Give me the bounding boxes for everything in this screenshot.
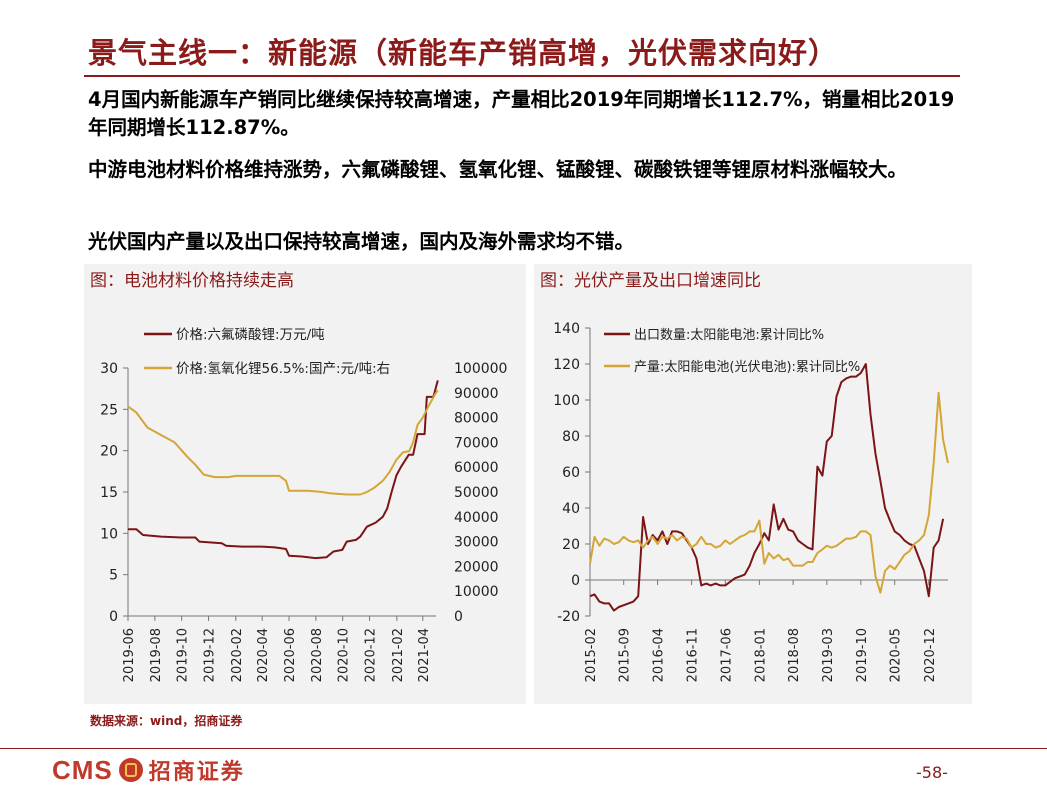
chart-pv-growth: -20 0 20 40 60 80 100 120 140 2015-02 2015-09 2016-… (553, 321, 949, 682)
chart-panel-pv: 图：光伏产量及出口增速同比 -20 0 20 40 60 80 100 120 140 2015-… (534, 264, 972, 704)
x-tick-label: 2019-10 (176, 628, 191, 682)
y-tick-label: 100 (553, 393, 580, 409)
bullet-pv-output: 光伏国内产量以及出口保持较高增速，国内及海外需求均不错。 (88, 230, 635, 253)
x-tick-label: 2020-12 (364, 628, 379, 682)
x-tick-label: 2020-08 (310, 628, 325, 682)
left-tick-label: 20 (100, 444, 118, 460)
logo-chinese: 招商证券 (148, 760, 245, 785)
x-tick-label: 2019-08 (149, 628, 164, 682)
x-tick-label: 2020-06 (283, 628, 298, 682)
right-tick-label: 20000 (454, 559, 499, 575)
x-tick-label: 2020-10 (337, 628, 352, 682)
x-tick-label: 2020-04 (256, 628, 271, 682)
x-tick-label: 2016-04 (652, 628, 667, 682)
left-tick-label: 30 (100, 361, 118, 377)
legend-label: 出口数量:太阳能电池:累计同比% (634, 328, 824, 343)
y-tick-label: 40 (562, 501, 580, 517)
footer-divider (0, 748, 1047, 749)
left-tick-label: 10 (100, 526, 118, 542)
x-tick-label: 2018-01 (753, 628, 768, 682)
page-title: 景气主线一：新能源（新能车产销高增，光伏需求向好） (88, 36, 839, 70)
bullet-battery-materials: 中游电池材料价格维持涨势，六氟磷酸锂、氢氧化锂、锰酸锂、碳酸铁锂等锂原材料涨幅较… (88, 158, 908, 181)
left-tick-label: 25 (100, 402, 118, 418)
y-tick-label: 140 (553, 321, 580, 337)
x-tick-label: 2020-12 (923, 628, 938, 682)
left-tick-label: 15 (100, 485, 118, 501)
y-tick-label: 120 (553, 357, 580, 373)
x-tick-label: 2018-08 (787, 628, 802, 682)
x-tick-label: 2015-02 (584, 628, 599, 682)
left-tick-label: 0 (109, 609, 118, 625)
right-tick-label: 60000 (454, 460, 499, 476)
chart-title-pv: 图：光伏产量及出口增速同比 (540, 271, 761, 291)
title-divider (84, 75, 960, 77)
logo-latin: CMS (52, 754, 113, 785)
series-line-production (589, 391, 949, 594)
right-tick-label: 50000 (454, 485, 499, 501)
logo-mark-icon (118, 758, 143, 782)
series-line-lipf6 (128, 380, 439, 560)
chart-battery-prices: 0 5 10 15 20 25 30 0 10000 20000 30000 40000 50000 60… (100, 327, 507, 682)
x-tick-label: 2016-11 (686, 628, 701, 682)
x-tick-label: 2021-04 (417, 628, 432, 682)
cms-logo: CMS 招商证券 (52, 754, 245, 786)
right-tick-label: 70000 (454, 435, 499, 451)
right-tick-label: 40000 (454, 510, 499, 526)
page-number: -58- (916, 763, 948, 782)
x-tick-label: 2019-12 (203, 628, 218, 682)
chart-panel-battery-prices: 图：电池材料价格持续走高 0 5 10 15 20 25 30 0 10000 20000 3000… (84, 264, 526, 704)
right-tick-label: 100000 (454, 361, 507, 377)
x-tick-label: 2020-05 (889, 628, 904, 682)
bullet-nev-sales: 4月国内新能源车产销同比继续保持较高增速，产量相比2019年同期增长112.7%… (88, 88, 955, 139)
x-tick-label: 2021-02 (391, 628, 406, 682)
data-source-note: 数据来源：wind，招商证券 (90, 714, 243, 728)
x-tick-label: 2019-06 (122, 628, 137, 682)
x-tick-label: 2019-10 (855, 628, 870, 682)
legend-label: 价格:六氟磷酸锂:万元/吨 (176, 327, 325, 343)
y-tick-label: 0 (571, 573, 580, 589)
x-tick-label: 2015-09 (618, 628, 633, 682)
right-tick-label: 0 (454, 609, 463, 625)
x-tick-label: 2020-02 (230, 628, 245, 682)
x-tick-label: 2017-06 (719, 628, 734, 682)
y-tick-label: -20 (557, 609, 580, 625)
right-tick-label: 30000 (454, 535, 499, 551)
right-tick-label: 80000 (454, 411, 499, 427)
left-tick-label: 5 (109, 568, 118, 584)
y-tick-label: 60 (562, 465, 580, 481)
legend-label: 价格:氢氧化锂56.5%:国产:元/吨:右 (176, 361, 390, 377)
legend-label: 产量:太阳能电池(光伏电池):累计同比% (634, 360, 860, 375)
right-tick-label: 90000 (454, 386, 499, 402)
y-tick-label: 80 (562, 429, 580, 445)
series-line-lithium-hydroxide (127, 389, 439, 496)
right-tick-label: 10000 (454, 584, 499, 600)
y-tick-label: 20 (562, 537, 580, 553)
x-tick-label: 2019-03 (821, 628, 836, 682)
chart-title-battery-prices: 图：电池材料价格持续走高 (90, 271, 294, 291)
series-line-export (589, 363, 945, 612)
